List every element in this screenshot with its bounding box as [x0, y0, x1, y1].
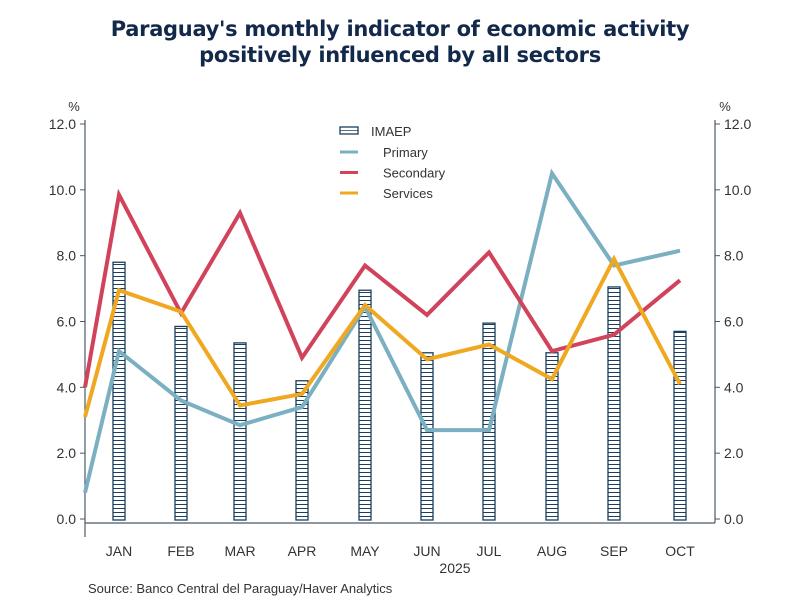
x-tick-label-mar: MAR [224, 543, 255, 559]
right-y-tick-label: 10.0 [724, 182, 751, 198]
right-y-tick-label: 4.0 [724, 379, 744, 395]
left-y-tick-label: 10.0 [49, 182, 76, 198]
left-y-tick-label: 2.0 [57, 445, 77, 461]
series-line-secondary [83, 188, 682, 388]
imaep-bar-sep [607, 286, 621, 521]
chart-title-line-1: Paraguay's monthly indicator of economic… [110, 17, 690, 41]
imaep-bar-jul [482, 322, 496, 521]
imaep-bar-mar [233, 342, 247, 521]
imaep-bar-may [358, 289, 372, 521]
left-y-tick-label: 4.0 [57, 379, 77, 395]
legend: IMAEP Primary Secondary Services [339, 124, 446, 201]
imaep-bar-jun [420, 352, 434, 521]
left-y-tick-label: 0.0 [57, 511, 77, 527]
imaep-bar-oct [673, 330, 687, 521]
x-tick-label-feb: FEB [167, 543, 194, 559]
left-y-tick-label: 6.0 [57, 314, 77, 330]
x-tick-label-apr: APR [288, 543, 317, 559]
x-tick-label-jul: JUL [477, 543, 502, 559]
x-year-label: 2025 [439, 560, 470, 576]
right-y-unit-label: % [719, 99, 731, 114]
right-y-tick-label: 0.0 [724, 511, 744, 527]
legend-label-imaep: IMAEP [371, 124, 411, 139]
x-tick-label-jun: JUN [413, 543, 440, 559]
imaep-bar-jan [112, 261, 126, 521]
right-y-tick-label: 12.0 [724, 116, 751, 132]
legend-label-services: Services [383, 186, 433, 201]
legend-label-secondary: Secondary [383, 166, 446, 181]
left-y-tick-label: 12.0 [49, 116, 76, 132]
imaep-bar-feb [174, 325, 188, 521]
imaep-bar-apr [295, 380, 309, 521]
x-tick-label-jan: JAN [106, 543, 132, 559]
x-tick-label-sep: SEP [600, 543, 628, 559]
series-line-primary [83, 168, 681, 494]
chart-title-line-2: positively influenced by all sectors [199, 43, 601, 67]
left-y-tick-label: 8.0 [57, 248, 77, 264]
x-tick-label-oct: OCT [665, 543, 695, 559]
x-tick-label-aug: AUG [537, 543, 567, 559]
x-tick-label-may: MAY [350, 543, 380, 559]
right-y-tick-label: 8.0 [724, 248, 744, 264]
right-y-tick-label: 6.0 [724, 314, 744, 330]
chart-title: Paraguay's monthly indicator of economic… [0, 16, 800, 68]
right-y-tick-label: 2.0 [724, 445, 744, 461]
source-note: Source: Banco Central del Paraguay/Haver… [88, 581, 393, 596]
left-y-unit-label: % [68, 99, 80, 114]
legend-label-primary: Primary [383, 145, 428, 160]
